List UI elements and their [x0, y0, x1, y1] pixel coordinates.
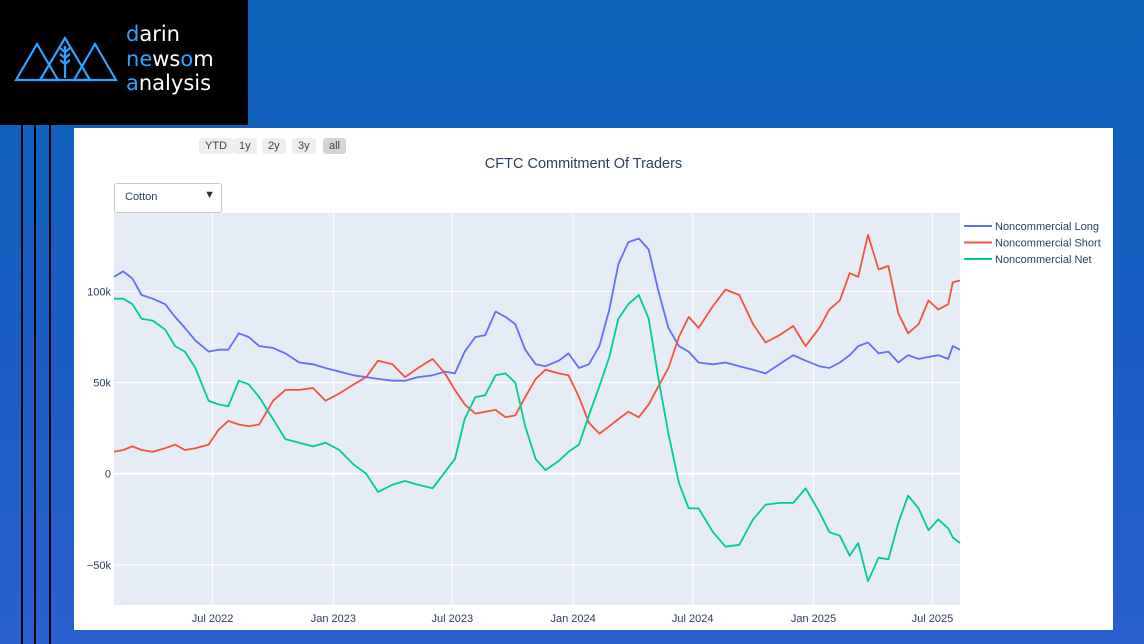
- y-tick-label: 0: [105, 469, 111, 481]
- brand-letter: e: [139, 46, 153, 71]
- brand-line-2: newsom: [126, 47, 214, 72]
- brand-letters: arin: [139, 22, 180, 46]
- brand-letter: o: [180, 46, 194, 71]
- brand-letters: m: [193, 46, 214, 71]
- decorative-bar: [49, 125, 51, 644]
- chart-title: CFTC Commitment Of Traders: [484, 156, 683, 172]
- x-tick-label: Jan 2024: [550, 613, 595, 625]
- x-tick-label: Jul 2022: [192, 613, 234, 625]
- series-line-net: [114, 294, 961, 583]
- x-tick-label: Jul 2024: [672, 613, 714, 625]
- dropdown-selected-value: Cotton: [125, 191, 158, 203]
- brand-name: darin newsom analysis: [126, 22, 214, 96]
- plot-area: [114, 213, 960, 605]
- chart-panel: YTD 1y 2y 3y all CFTC Commitment Of Traders …: [74, 128, 1113, 630]
- series-line-long: [113, 237, 961, 382]
- brand-letter: d: [126, 22, 140, 46]
- brand-letter: a: [126, 71, 139, 95]
- legend-label-short[interactable]: Noncommercial Short: [995, 238, 1101, 250]
- caret-down-icon: ▼: [204, 189, 215, 201]
- y-tick-label: −50k: [87, 560, 112, 572]
- decorative-bar: [34, 125, 36, 644]
- range-button-2y[interactable]: 2y: [262, 138, 286, 154]
- range-button-1y[interactable]: 1y: [233, 138, 257, 154]
- series-line-short: [113, 234, 961, 453]
- logo: darin newsom analysis: [0, 0, 248, 125]
- x-tick-label: Jan 2023: [311, 613, 356, 625]
- x-tick-label: Jan 2025: [791, 613, 836, 625]
- range-button-all[interactable]: all: [323, 138, 347, 154]
- mountains-wheat-logo-icon: [14, 35, 118, 82]
- brand-line-3: analysis: [126, 71, 214, 96]
- brand-letters: nalysis: [138, 71, 212, 95]
- range-button-ytd[interactable]: YTD: [199, 138, 233, 154]
- brand-letter: n: [126, 46, 140, 71]
- legend-label-net[interactable]: Noncommercial Net: [995, 254, 1092, 266]
- cot-line-chart: Jul 2022 Jan 2023 Jul 2023 Jan 2024 Jul 2024…: [87, 213, 1101, 625]
- y-tick-label: 50k: [93, 378, 111, 390]
- x-tick-label: Jul 2023: [431, 613, 473, 625]
- commodity-dropdown[interactable]: Cotton ▼: [114, 183, 222, 213]
- x-tick-label: Jul 2025: [912, 613, 954, 625]
- decorative-bar: [21, 125, 23, 644]
- brand-letters: ws: [152, 46, 181, 71]
- brand-line-1: darin: [126, 22, 214, 47]
- y-tick-label: 100k: [87, 286, 111, 298]
- legend-label-long[interactable]: Noncommercial Long: [995, 221, 1099, 233]
- range-button-3y[interactable]: 3y: [292, 138, 316, 154]
